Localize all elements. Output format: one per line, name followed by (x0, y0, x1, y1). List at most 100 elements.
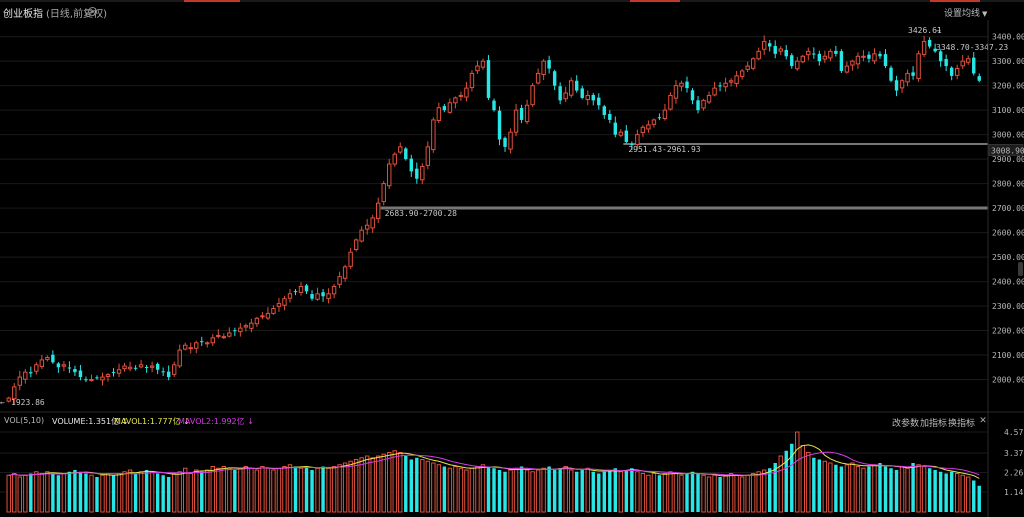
volume-bar (728, 473, 734, 513)
volume-tick-label: 1.14 (1004, 488, 1023, 497)
volume-bar (558, 468, 562, 512)
volume-bar (387, 452, 392, 513)
candle-body (315, 293, 320, 300)
scroll-handle[interactable] (1018, 262, 1023, 276)
candle-body (464, 87, 469, 98)
candle-body (911, 72, 915, 76)
volume-bar (867, 466, 871, 512)
volume-bar (734, 474, 739, 513)
candle-body (161, 371, 165, 373)
candle-body (651, 119, 657, 125)
volume-bar (177, 471, 182, 513)
candle-body (718, 85, 722, 87)
volume-bar (508, 469, 513, 513)
volume-bar (575, 471, 579, 512)
volume-bar (310, 470, 314, 512)
candle-body (657, 117, 662, 119)
switch-indicator-button[interactable]: 换指标 (948, 419, 976, 429)
candle-body (883, 54, 888, 67)
price-gridlines (0, 36, 988, 381)
period-subtitle: (日线,前复权) (46, 9, 107, 20)
arrow-down-icon: ↓ (247, 417, 254, 426)
volume-bar (282, 466, 287, 513)
mavol2-value: 1.992亿 (213, 417, 245, 426)
candle-body (701, 99, 706, 109)
volume-bar (359, 457, 364, 513)
volume-bar (673, 473, 679, 513)
mavol1-value-label: MAVOL1:1.777亿 ↓ (114, 416, 190, 427)
volume-bar (977, 485, 981, 512)
add-indicator-button[interactable]: 加指标 (920, 419, 948, 429)
candle-body (756, 50, 761, 60)
price-tick-label: 3200.00 (992, 82, 1024, 91)
volume-bar (618, 471, 624, 513)
price-tick-label: 2000.00 (992, 376, 1024, 385)
candle-body (56, 363, 61, 368)
candle-body (216, 334, 221, 337)
volume-bar (855, 466, 861, 513)
candle-body (778, 48, 783, 52)
candle-body (17, 376, 22, 386)
candle-body (337, 276, 342, 285)
candle-body (817, 53, 822, 62)
volume-bar (111, 475, 116, 512)
candle-body (348, 251, 353, 267)
gear-icon[interactable] (88, 7, 97, 16)
candle-body (850, 60, 855, 66)
volume-bar (679, 474, 684, 513)
candle-body (293, 291, 298, 293)
volume-bar (233, 470, 237, 512)
volume-value-label: VOLUME:1.351亿 ↓ (52, 416, 128, 427)
volume-bar (321, 466, 325, 512)
candle-body (839, 51, 844, 71)
volume-bar (265, 467, 271, 513)
volume-bar (861, 467, 866, 513)
volume-bar (690, 471, 695, 512)
volume-bar (668, 471, 673, 513)
candle-body (287, 293, 293, 299)
volume-bar (750, 473, 756, 513)
candle-body (635, 134, 640, 145)
volume-bar (161, 475, 165, 512)
candle-body (431, 119, 436, 151)
candle-body (535, 72, 541, 84)
price-tick-label: 2900.00 (992, 155, 1024, 164)
candle-body (497, 110, 502, 140)
candle-body (894, 80, 899, 91)
volume-bar (205, 469, 210, 513)
candle-body (861, 55, 866, 58)
volume-bar (149, 471, 155, 513)
candle-body (767, 43, 772, 47)
candle-body (475, 65, 480, 72)
candle-body (342, 266, 348, 279)
volume-bar (944, 473, 948, 512)
change-params-button[interactable]: 改参数 (892, 419, 920, 429)
candle-body (784, 50, 788, 57)
candle-body (889, 67, 893, 81)
candle-body (127, 366, 133, 370)
candle-body (166, 371, 171, 378)
candle-body (78, 370, 83, 378)
candle-body (100, 376, 105, 381)
volume-bar (602, 471, 606, 512)
volume-bar (298, 467, 304, 513)
volume-bar (34, 471, 39, 513)
volume-bar (271, 469, 276, 513)
volume-bar (469, 467, 475, 513)
candle-body (547, 60, 551, 69)
volume-bar (409, 459, 413, 512)
close-icon[interactable]: ✕ (979, 416, 987, 426)
candle-body (276, 303, 282, 307)
price-tick-label: 2700.00 (992, 204, 1024, 213)
candle-body (353, 239, 359, 250)
candle-body (188, 347, 193, 350)
candle-body (233, 330, 237, 332)
price-tick-label: 3100.00 (992, 106, 1024, 115)
volume-bar (194, 469, 199, 513)
volume-bar (524, 469, 530, 513)
price-tick-label: 2300.00 (992, 302, 1024, 311)
ma-setting-button[interactable]: 设置均线 ▼ (944, 6, 987, 19)
volume-bar (541, 467, 546, 513)
volume-bar (933, 470, 937, 512)
